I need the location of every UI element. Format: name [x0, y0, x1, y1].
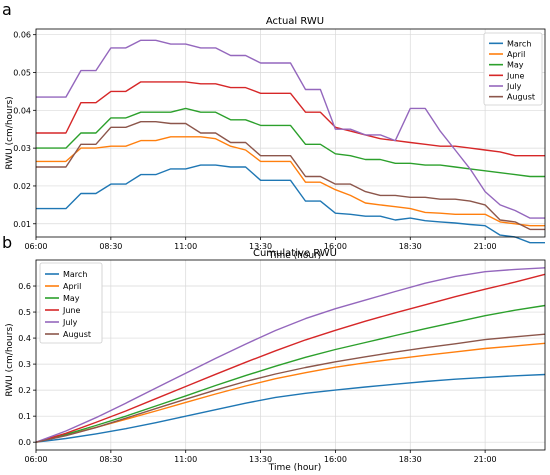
chart-a-series-august-line — [36, 120, 545, 231]
chart-b-ytick-label-4: 0.4 — [18, 334, 31, 343]
chart-a-xtick-label-2: 11:00 — [174, 242, 197, 251]
chart-b-legend: March April May June July August — [39, 262, 103, 344]
chart-b-ytick-label-1: 0.1 — [18, 412, 31, 421]
chart-a-legend-label-2: May — [507, 61, 524, 70]
chart-a-legend-label-1: April — [507, 50, 525, 59]
chart-b-legend-label-1: April — [63, 282, 81, 291]
chart-a-legend-label-5: August — [507, 93, 535, 102]
chart-b-ytick-label-5: 0.5 — [18, 308, 31, 317]
chart-a-ylabel: RWU (cm/hours) — [5, 96, 15, 169]
chart-b-xtick-label-3: 13:30 — [249, 455, 272, 464]
chart-a-series-may-line — [36, 107, 545, 178]
chart-b-series-april-line — [35, 342, 546, 443]
chart-b-series-march-line — [35, 373, 546, 443]
chart-a-title: Actual RWU — [266, 16, 324, 27]
chart-a-ytick-label-0: 0.01 — [13, 220, 31, 229]
chart-b-yticks: 0.0 0.1 0.2 0.3 0.4 0.5 0.6 — [18, 282, 36, 447]
chart-a-ytick-label-4: 0.05 — [13, 68, 31, 77]
chart-a-xtick-label-5: 18:30 — [399, 242, 422, 251]
chart-b-ytick-label-0: 0.0 — [18, 438, 31, 447]
chart-a-grid — [35, 29, 545, 237]
chart-b-series-june-line — [35, 273, 546, 443]
chart-b-series-july-line — [35, 267, 546, 443]
chart-b-xtick-label-6: 21:00 — [474, 455, 497, 464]
panel-b: b Cumulative RWU Time (hour) RWU (cm/hou… — [2, 233, 546, 473]
chart-b-legend-label-2: May — [63, 294, 80, 303]
chart-a-series-april-line — [36, 136, 545, 227]
chart-a-ytick-label-3: 0.04 — [13, 106, 31, 115]
chart-b-xtick-label-2: 11:00 — [174, 455, 197, 464]
chart-b-ytick-label-3: 0.3 — [18, 360, 31, 369]
chart-b-title: Cumulative RWU — [253, 248, 337, 259]
chart-b-frame — [35, 259, 546, 451]
chart-a-series-june-line — [36, 81, 545, 157]
chart-a-xtick-label-3: 13:30 — [249, 242, 272, 251]
chart-a-legend-label-3: June — [506, 71, 525, 80]
panel-b-letter: b — [2, 233, 12, 252]
chart-b-series-august-line — [35, 333, 546, 443]
chart-b-ytick-label-2: 0.2 — [18, 386, 31, 395]
chart-a-xtick-label-0: 06:00 — [24, 242, 47, 251]
chart-a-series-march-line — [36, 164, 545, 244]
chart-b-ylabel: RWU (cm/hours) — [5, 323, 15, 396]
panel-a: a Actual RWU Time (hour) RWU (cm/hours) … — [2, 0, 546, 261]
chart-b-xtick-label-5: 18:30 — [399, 455, 422, 464]
chart-b-series — [35, 267, 546, 443]
chart-a-frame — [35, 28, 546, 238]
chart-a-series-july-line — [36, 39, 545, 219]
chart-a-xtick-label-6: 21:00 — [474, 242, 497, 251]
chart-a-xticks: 06:00 08:30 11:00 13:30 16:00 18:30 21:00 — [24, 237, 497, 251]
chart-a-series — [36, 39, 545, 244]
panel-a-letter: a — [2, 0, 12, 19]
chart-a-xlabel: Time (hour) — [268, 251, 322, 261]
chart-b-legend-label-0: March — [63, 270, 87, 279]
chart-b-legend-box — [39, 262, 103, 344]
chart-a-xtick-label-1: 08:30 — [99, 242, 122, 251]
chart-a-legend-box — [483, 32, 543, 106]
chart-a-ytick-label-1: 0.02 — [13, 182, 31, 191]
chart-b-legend-label-5: August — [63, 330, 91, 339]
chart-b-ytick-label-6: 0.6 — [18, 282, 31, 291]
chart-a-legend-label-0: March — [507, 39, 531, 48]
chart-a-yticks: 0.01 0.02 0.03 0.04 0.05 0.06 — [13, 31, 36, 229]
chart-b-xlabel: Time (hour) — [268, 463, 322, 473]
chart-a-ytick-label-2: 0.03 — [13, 144, 31, 153]
chart-b-grid — [35, 260, 545, 450]
chart-a-xtick-label-4: 16:00 — [324, 242, 347, 251]
chart-b-legend-label-4: July — [62, 318, 78, 327]
chart-a-legend-label-4: July — [506, 82, 522, 91]
chart-b-series-may-line — [35, 304, 546, 443]
chart-b-xtick-label-4: 16:00 — [324, 455, 347, 464]
chart-b-xtick-label-0: 06:00 — [24, 455, 47, 464]
chart-a-ytick-label-5: 0.06 — [13, 31, 31, 40]
chart-b-xtick-label-1: 08:30 — [99, 455, 122, 464]
chart-b-legend-label-3: June — [62, 306, 81, 315]
chart-b-xticks: 06:00 08:30 11:00 13:30 16:00 18:30 21:00 — [24, 450, 497, 464]
